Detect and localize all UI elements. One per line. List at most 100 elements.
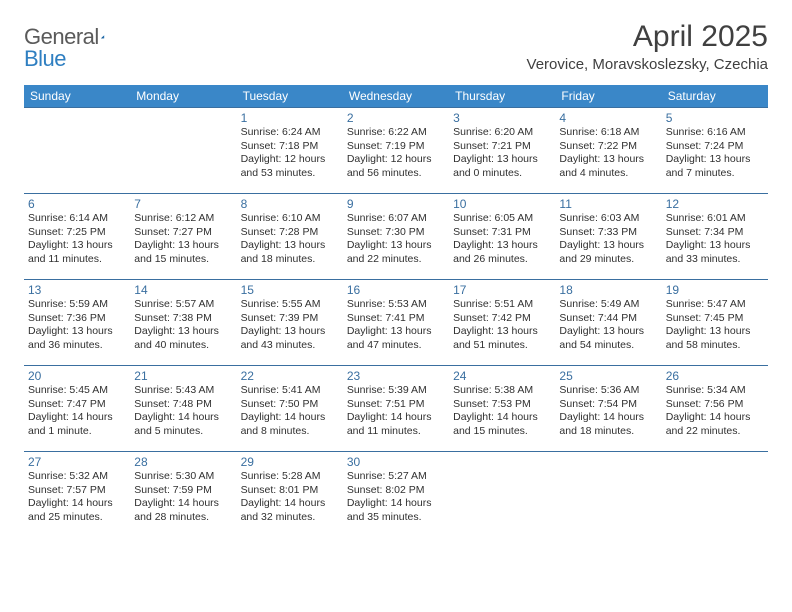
calendar-cell: 11Sunrise: 6:03 AMSunset: 7:33 PMDayligh… <box>555 194 661 280</box>
sunrise-text: Sunrise: 5:34 AM <box>666 384 764 398</box>
daylight-text: Daylight: 14 hours and 15 minutes. <box>453 411 551 438</box>
day-number: 9 <box>347 197 445 211</box>
day-number: 5 <box>666 111 764 125</box>
sunset-text: Sunset: 7:31 PM <box>453 226 551 240</box>
sunset-text: Sunset: 7:41 PM <box>347 312 445 326</box>
daylight-text: Daylight: 14 hours and 18 minutes. <box>559 411 657 438</box>
header: General April 2025 Verovice, Moravskosle… <box>24 20 768 73</box>
calendar-cell-empty <box>130 108 236 194</box>
sunrise-text: Sunrise: 6:24 AM <box>241 126 339 140</box>
calendar-table: SundayMondayTuesdayWednesdayThursdayFrid… <box>24 85 768 536</box>
calendar-row: 27Sunrise: 5:32 AMSunset: 7:57 PMDayligh… <box>24 452 768 536</box>
calendar-cell: 8Sunrise: 6:10 AMSunset: 7:28 PMDaylight… <box>237 194 343 280</box>
day-number: 16 <box>347 283 445 297</box>
calendar-cell: 26Sunrise: 5:34 AMSunset: 7:56 PMDayligh… <box>662 366 768 452</box>
day-header: Friday <box>555 85 661 108</box>
sunset-text: Sunset: 7:50 PM <box>241 398 339 412</box>
day-number: 7 <box>134 197 232 211</box>
daylight-text: Daylight: 13 hours and 43 minutes. <box>241 325 339 352</box>
sunset-text: Sunset: 7:34 PM <box>666 226 764 240</box>
daylight-text: Daylight: 13 hours and 40 minutes. <box>134 325 232 352</box>
sunrise-text: Sunrise: 5:27 AM <box>347 470 445 484</box>
calendar-cell: 24Sunrise: 5:38 AMSunset: 7:53 PMDayligh… <box>449 366 555 452</box>
daylight-text: Daylight: 13 hours and 47 minutes. <box>347 325 445 352</box>
day-number: 18 <box>559 283 657 297</box>
sunrise-text: Sunrise: 5:41 AM <box>241 384 339 398</box>
sunrise-text: Sunrise: 5:43 AM <box>134 384 232 398</box>
title-block: April 2025 Verovice, Moravskoslezsky, Cz… <box>527 20 768 73</box>
daylight-text: Daylight: 13 hours and 15 minutes. <box>134 239 232 266</box>
calendar-cell: 4Sunrise: 6:18 AMSunset: 7:22 PMDaylight… <box>555 108 661 194</box>
calendar-cell: 6Sunrise: 6:14 AMSunset: 7:25 PMDaylight… <box>24 194 130 280</box>
day-number: 17 <box>453 283 551 297</box>
sunset-text: Sunset: 7:27 PM <box>134 226 232 240</box>
daylight-text: Daylight: 13 hours and 58 minutes. <box>666 325 764 352</box>
calendar-row: 13Sunrise: 5:59 AMSunset: 7:36 PMDayligh… <box>24 280 768 366</box>
calendar-cell: 20Sunrise: 5:45 AMSunset: 7:47 PMDayligh… <box>24 366 130 452</box>
day-header: Saturday <box>662 85 768 108</box>
sunset-text: Sunset: 7:39 PM <box>241 312 339 326</box>
calendar-cell: 7Sunrise: 6:12 AMSunset: 7:27 PMDaylight… <box>130 194 236 280</box>
day-number: 26 <box>666 369 764 383</box>
sunrise-text: Sunrise: 6:07 AM <box>347 212 445 226</box>
calendar-row: 20Sunrise: 5:45 AMSunset: 7:47 PMDayligh… <box>24 366 768 452</box>
day-number: 27 <box>28 455 126 469</box>
daylight-text: Daylight: 14 hours and 1 minute. <box>28 411 126 438</box>
sunrise-text: Sunrise: 6:20 AM <box>453 126 551 140</box>
calendar-cell: 9Sunrise: 6:07 AMSunset: 7:30 PMDaylight… <box>343 194 449 280</box>
day-header-row: SundayMondayTuesdayWednesdayThursdayFrid… <box>24 85 768 108</box>
calendar-cell: 19Sunrise: 5:47 AMSunset: 7:45 PMDayligh… <box>662 280 768 366</box>
daylight-text: Daylight: 14 hours and 25 minutes. <box>28 497 126 524</box>
calendar-cell: 13Sunrise: 5:59 AMSunset: 7:36 PMDayligh… <box>24 280 130 366</box>
daylight-text: Daylight: 13 hours and 4 minutes. <box>559 153 657 180</box>
calendar-cell: 15Sunrise: 5:55 AMSunset: 7:39 PMDayligh… <box>237 280 343 366</box>
day-number: 15 <box>241 283 339 297</box>
calendar-cell: 3Sunrise: 6:20 AMSunset: 7:21 PMDaylight… <box>449 108 555 194</box>
sunrise-text: Sunrise: 6:10 AM <box>241 212 339 226</box>
day-header: Thursday <box>449 85 555 108</box>
sail-icon <box>101 27 105 47</box>
daylight-text: Daylight: 14 hours and 35 minutes. <box>347 497 445 524</box>
sunset-text: Sunset: 7:24 PM <box>666 140 764 154</box>
calendar-cell-empty <box>555 452 661 536</box>
calendar-cell: 1Sunrise: 6:24 AMSunset: 7:18 PMDaylight… <box>237 108 343 194</box>
calendar-cell: 27Sunrise: 5:32 AMSunset: 7:57 PMDayligh… <box>24 452 130 536</box>
calendar-cell: 21Sunrise: 5:43 AMSunset: 7:48 PMDayligh… <box>130 366 236 452</box>
calendar-cell: 23Sunrise: 5:39 AMSunset: 7:51 PMDayligh… <box>343 366 449 452</box>
sunrise-text: Sunrise: 5:53 AM <box>347 298 445 312</box>
day-number: 12 <box>666 197 764 211</box>
calendar-row: 1Sunrise: 6:24 AMSunset: 7:18 PMDaylight… <box>24 108 768 194</box>
sunset-text: Sunset: 7:42 PM <box>453 312 551 326</box>
calendar-cell: 12Sunrise: 6:01 AMSunset: 7:34 PMDayligh… <box>662 194 768 280</box>
sunrise-text: Sunrise: 6:01 AM <box>666 212 764 226</box>
day-number: 25 <box>559 369 657 383</box>
sunrise-text: Sunrise: 6:22 AM <box>347 126 445 140</box>
calendar-cell: 30Sunrise: 5:27 AMSunset: 8:02 PMDayligh… <box>343 452 449 536</box>
daylight-text: Daylight: 12 hours and 53 minutes. <box>241 153 339 180</box>
daylight-text: Daylight: 13 hours and 0 minutes. <box>453 153 551 180</box>
daylight-text: Daylight: 13 hours and 22 minutes. <box>347 239 445 266</box>
daylight-text: Daylight: 13 hours and 54 minutes. <box>559 325 657 352</box>
sunrise-text: Sunrise: 5:51 AM <box>453 298 551 312</box>
calendar-cell: 18Sunrise: 5:49 AMSunset: 7:44 PMDayligh… <box>555 280 661 366</box>
sunset-text: Sunset: 7:38 PM <box>134 312 232 326</box>
daylight-text: Daylight: 13 hours and 11 minutes. <box>28 239 126 266</box>
day-number: 2 <box>347 111 445 125</box>
calendar-cell: 17Sunrise: 5:51 AMSunset: 7:42 PMDayligh… <box>449 280 555 366</box>
sunset-text: Sunset: 7:25 PM <box>28 226 126 240</box>
daylight-text: Daylight: 13 hours and 33 minutes. <box>666 239 764 266</box>
sunset-text: Sunset: 7:53 PM <box>453 398 551 412</box>
day-number: 30 <box>347 455 445 469</box>
sunset-text: Sunset: 7:47 PM <box>28 398 126 412</box>
sunrise-text: Sunrise: 5:39 AM <box>347 384 445 398</box>
sunset-text: Sunset: 7:22 PM <box>559 140 657 154</box>
day-number: 22 <box>241 369 339 383</box>
daylight-text: Daylight: 13 hours and 29 minutes. <box>559 239 657 266</box>
daylight-text: Daylight: 13 hours and 18 minutes. <box>241 239 339 266</box>
sunset-text: Sunset: 7:59 PM <box>134 484 232 498</box>
daylight-text: Daylight: 14 hours and 8 minutes. <box>241 411 339 438</box>
sunset-text: Sunset: 8:02 PM <box>347 484 445 498</box>
sunrise-text: Sunrise: 5:47 AM <box>666 298 764 312</box>
sunrise-text: Sunrise: 5:59 AM <box>28 298 126 312</box>
sunrise-text: Sunrise: 5:45 AM <box>28 384 126 398</box>
